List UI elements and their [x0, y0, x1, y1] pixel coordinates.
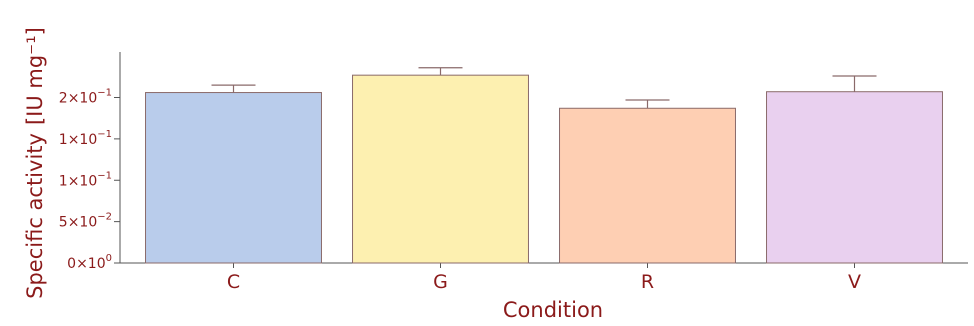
y-tick-label: 1×10−1	[59, 129, 112, 148]
bar-C	[145, 92, 322, 264]
x-tick-label-V: V	[848, 271, 861, 293]
y-tick-labels: 0×100 5×10−2 1×10−1 1×10−1 2×10−1	[59, 88, 112, 272]
x-tick-label-G: G	[433, 271, 448, 293]
x-axis-title: Condition	[503, 298, 603, 322]
y-axis-title-name: Specific activity	[23, 133, 47, 299]
bar-V	[766, 91, 943, 264]
x-tick-label-C: C	[227, 271, 240, 293]
x-tick-label-R: R	[641, 271, 654, 293]
y-axis-title-unit: [IU mg⁻¹]	[23, 27, 47, 125]
bar-G	[352, 74, 529, 264]
y-tick-label: 5×10−2	[59, 212, 112, 231]
y-tick-label: 2×10−1	[59, 88, 112, 107]
y-tick-label: 0×100	[67, 253, 112, 272]
bars	[145, 67, 943, 264]
bar-R	[559, 107, 736, 264]
y-tick-label: 1×10−1	[59, 170, 112, 189]
y-axis-title: Specific activity [IU mg⁻¹]	[23, 27, 47, 299]
